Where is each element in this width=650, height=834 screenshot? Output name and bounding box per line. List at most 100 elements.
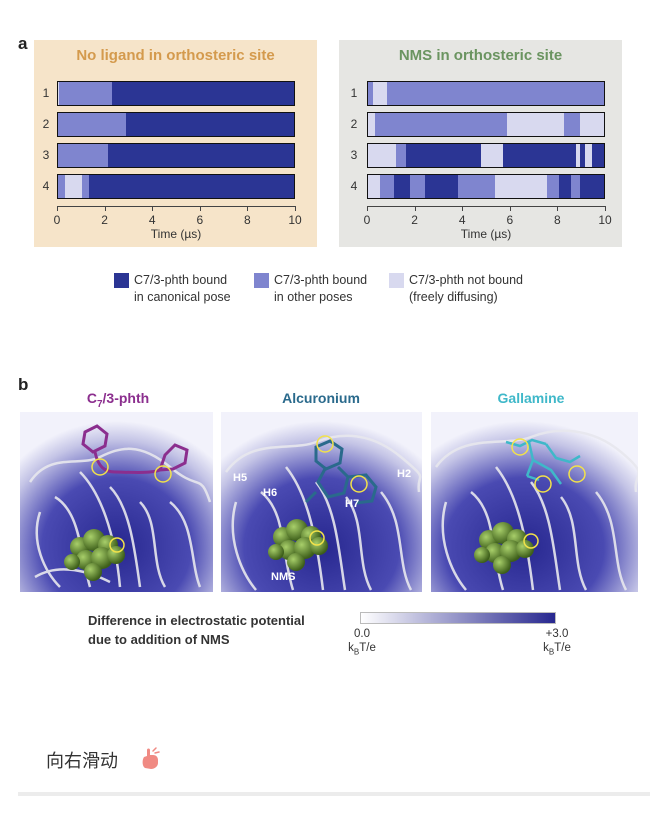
- state-segment-unbound: [372, 82, 387, 105]
- left-trajectory-bar: [57, 143, 295, 168]
- right-x-tick: [557, 206, 559, 211]
- right-trajectory-bar: [367, 143, 605, 168]
- right-trajectory-bar: [367, 81, 605, 106]
- helix-label-h7: H7: [345, 498, 360, 510]
- left-x-tick: [104, 206, 106, 211]
- right-trajectory-bar: [367, 174, 605, 199]
- left-x-axis: [57, 206, 295, 207]
- state-segment-unbound: [495, 175, 548, 198]
- state-segment-other: [570, 175, 581, 198]
- right-trajectory-bar: [367, 112, 605, 137]
- left-x-tick: [57, 206, 58, 211]
- right-row-label: 1: [350, 86, 358, 100]
- title-alcuronium: Alcuronium: [282, 390, 360, 406]
- right-x-tick: [367, 206, 368, 211]
- state-segment-other: [58, 144, 108, 167]
- state-segment-other: [81, 175, 89, 198]
- right-x-tick: [462, 206, 464, 211]
- right-x-tick-label: 0: [363, 213, 371, 227]
- left-x-tick: [199, 206, 201, 211]
- state-segment-unbound: [507, 113, 564, 136]
- state-segment-canonical: [424, 175, 458, 198]
- right-row-label: 4: [350, 179, 358, 193]
- legend-item-canonical: C7/3-phth bound in canonical pose: [114, 272, 231, 306]
- state-segment-other: [58, 175, 66, 198]
- state-segment-canonical: [112, 82, 294, 105]
- left-trajectory-bar: [57, 174, 295, 199]
- state-segment-canonical: [502, 144, 576, 167]
- state-segment-other: [563, 113, 581, 136]
- state-segment-unbound: [481, 144, 503, 167]
- panel-b-letter: b: [18, 375, 29, 394]
- state-segment-other: [368, 82, 373, 105]
- colorbar-title: Difference in electrostatic potential du…: [88, 611, 305, 649]
- state-segment-canonical: [405, 144, 482, 167]
- legend-other-line2: in other poses: [274, 290, 353, 304]
- helix-label-h6: H6: [263, 487, 278, 499]
- title-gallamine: Gallamine: [497, 390, 565, 406]
- left-trajectory-bar: [57, 81, 295, 106]
- right-x-tick-label: 6: [506, 213, 514, 227]
- state-segment-unbound: [575, 144, 581, 167]
- legend-swatch-unbound: [389, 273, 404, 288]
- swipe-right-hint[interactable]: 向右滑动: [46, 751, 118, 771]
- left-x-tick: [247, 206, 249, 211]
- state-segment-unbound: [368, 144, 397, 167]
- colorbar-min-label: 0.0 kBT/e: [340, 627, 384, 659]
- left-x-tick-label: 8: [244, 213, 251, 227]
- colorbar-min-unit: kBT/e: [348, 642, 376, 657]
- legend-swatch-other: [254, 273, 269, 288]
- legend-item-other: C7/3-phth bound in other poses: [254, 272, 367, 306]
- legend-canonical-line2: in canonical pose: [134, 290, 231, 304]
- colorbar-title-line2: due to addition of NMS: [88, 632, 230, 647]
- right-x-axis-title: Time (µs): [460, 227, 512, 241]
- state-segment-unbound: [368, 113, 376, 136]
- left-row-label: 4: [42, 179, 50, 193]
- state-segment-other: [396, 144, 406, 167]
- state-segment-other: [386, 82, 604, 105]
- left-x-tick-label: 10: [288, 213, 302, 227]
- structure-image-c7-3-phth: [20, 412, 213, 592]
- state-segment-unbound: [585, 144, 593, 167]
- helix-label-h5: H5: [233, 472, 248, 484]
- state-segment-other: [410, 175, 425, 198]
- state-segment-canonical: [559, 175, 571, 198]
- electrostatic-colorbar: [360, 612, 556, 624]
- left-x-tick: [295, 206, 296, 211]
- state-segment-other: [59, 82, 113, 105]
- left-row-label: 3: [42, 148, 50, 162]
- state-segment-unbound: [368, 175, 380, 198]
- right-x-axis: [367, 206, 605, 207]
- legend-swatch-canonical: [114, 273, 129, 288]
- right-row-label: 3: [350, 148, 358, 162]
- colorbar-max-label: +3.0 kBT/e: [532, 627, 582, 659]
- legend-item-unbound: C7/3-phth not bound (freely diffusing): [389, 272, 523, 306]
- left-x-tick-label: 4: [148, 213, 156, 227]
- right-x-tick-label: 10: [598, 213, 612, 227]
- pointing-hand-icon: [140, 746, 162, 775]
- left-x-tick-label: 2: [101, 213, 108, 227]
- legend-other-line1: C7/3-phth bound: [274, 273, 368, 287]
- state-segment-canonical: [580, 144, 586, 167]
- state-segment-other: [547, 175, 560, 198]
- panel-a-letter: a: [18, 34, 28, 53]
- left-trajectory-bar: [57, 112, 295, 137]
- state-segment-unbound: [580, 113, 604, 136]
- left-x-tick-label: 0: [53, 213, 61, 227]
- state-segment-other: [457, 175, 496, 198]
- colorbar-title-line1: Difference in electrostatic potential: [88, 613, 305, 628]
- left-x-axis-title: Time (µs): [150, 227, 202, 241]
- state-segment-canonical: [88, 175, 294, 198]
- legend-unbound-line1: C7/3-phth not bound: [409, 273, 523, 287]
- structure-image-gallamine: [431, 412, 638, 592]
- right-x-tick-label: 2: [411, 213, 418, 227]
- state-segment-other: [379, 175, 394, 198]
- state-segment-unbound: [58, 82, 60, 105]
- legend-unbound-line2: (freely diffusing): [409, 290, 498, 304]
- right-x-tick: [509, 206, 511, 211]
- left-condition-title: No ligand in orthosteric site: [76, 47, 275, 64]
- right-condition-title: NMS in orthosteric site: [398, 47, 563, 64]
- state-segment-canonical: [107, 144, 294, 167]
- state-segment-canonical: [580, 175, 604, 198]
- title-c7-3-phth: C7/3-phth: [86, 390, 150, 410]
